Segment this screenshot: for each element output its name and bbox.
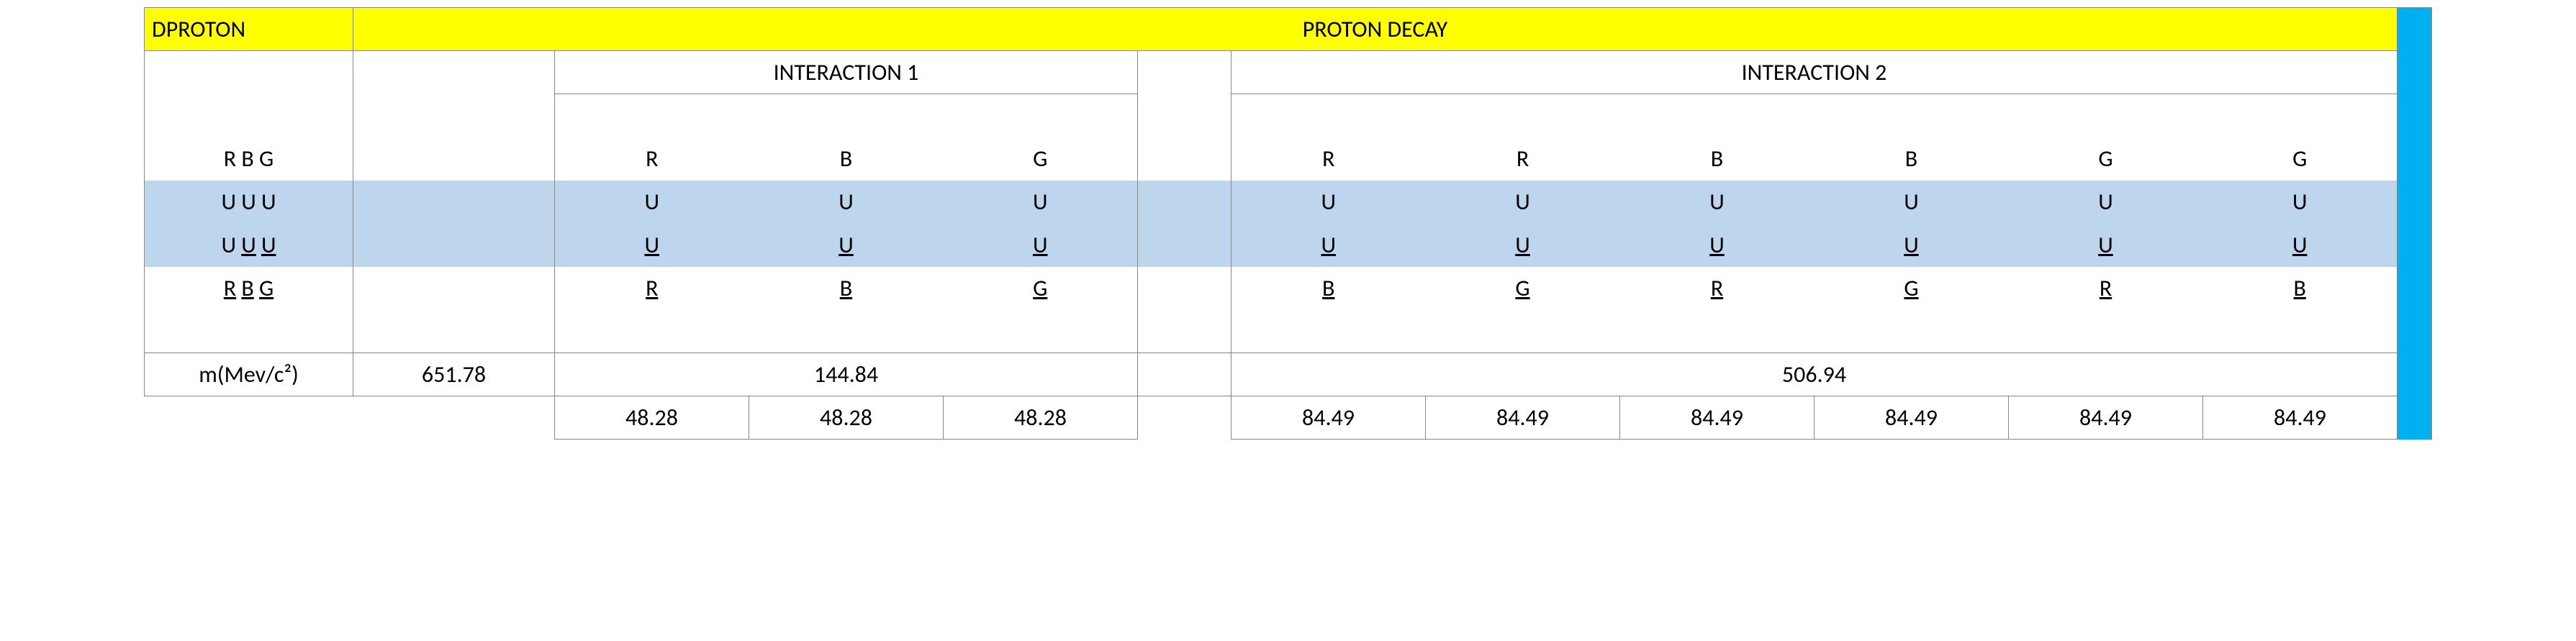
gap-cell bbox=[1138, 224, 1231, 267]
i1-r4-2: B bbox=[749, 267, 944, 310]
mass-i1-1: 48.28 bbox=[555, 396, 749, 440]
i1-c2: B bbox=[749, 137, 944, 181]
blank bbox=[944, 310, 1138, 353]
blank bbox=[353, 137, 555, 181]
mass-i2-5: 84.49 bbox=[2009, 396, 2203, 440]
gap-cell bbox=[1138, 181, 1231, 224]
mass-total: 651.78 bbox=[353, 353, 555, 396]
blank bbox=[353, 51, 555, 94]
blank bbox=[1426, 310, 1620, 353]
blank bbox=[2009, 94, 2203, 137]
blank bbox=[1815, 94, 2009, 137]
left-rbg-ul: R B G bbox=[145, 267, 353, 310]
i2-c6: G bbox=[2203, 137, 2398, 181]
blank bbox=[145, 310, 353, 353]
i2-r4-4: G bbox=[1815, 267, 2009, 310]
i2-r4-5: R bbox=[2009, 267, 2203, 310]
i2-r4-6: B bbox=[2203, 267, 2398, 310]
proton-decay-table: DPROTON PROTON DECAY INTERACTION 1 INTER… bbox=[144, 7, 2432, 440]
mass-i2-1: 84.49 bbox=[1231, 396, 1426, 440]
gap-cell bbox=[1138, 51, 1231, 94]
mass-i1-total: 144.84 bbox=[555, 353, 1138, 396]
mass-i1-3: 48.28 bbox=[944, 396, 1138, 440]
right-bar bbox=[2398, 8, 2432, 440]
blank bbox=[353, 310, 555, 353]
interaction2-header: INTERACTION 2 bbox=[1231, 51, 2398, 94]
blank bbox=[1231, 310, 1426, 353]
mass-i2-6: 84.49 bbox=[2203, 396, 2398, 440]
blank bbox=[353, 94, 555, 137]
i2-ul1: U bbox=[1231, 224, 1426, 267]
i2-ul5: U bbox=[2009, 224, 2203, 267]
i2-ul4: U bbox=[1815, 224, 2009, 267]
i2-r4-2: G bbox=[1426, 267, 1620, 310]
title-cell: PROTON DECAY bbox=[353, 8, 2398, 51]
interaction1-header: INTERACTION 1 bbox=[555, 51, 1138, 94]
gap-cell bbox=[1138, 353, 1231, 396]
gap-cell bbox=[1138, 137, 1231, 181]
blank bbox=[1620, 310, 1815, 353]
i2-u3: U bbox=[1620, 181, 1815, 224]
i1-c3: G bbox=[944, 137, 1138, 181]
i1-r4-3: G bbox=[944, 267, 1138, 310]
blank bbox=[555, 94, 749, 137]
mass-i2-3: 84.49 bbox=[1620, 396, 1815, 440]
i2-u4: U bbox=[1815, 181, 2009, 224]
gap-cell bbox=[1138, 94, 1231, 137]
mass-i2-total: 506.94 bbox=[1231, 353, 2398, 396]
i2-c5: G bbox=[2009, 137, 2203, 181]
mass-label: m(Mev/c²) bbox=[145, 353, 353, 396]
i2-c1: R bbox=[1231, 137, 1426, 181]
i2-u1: U bbox=[1231, 181, 1426, 224]
blank bbox=[1620, 94, 1815, 137]
gap-cell bbox=[1138, 310, 1231, 353]
blank bbox=[145, 396, 353, 440]
left-rbg: R B G bbox=[145, 137, 353, 181]
mass-i1-2: 48.28 bbox=[749, 396, 944, 440]
i2-r4-1: B bbox=[1231, 267, 1426, 310]
blank bbox=[2203, 310, 2398, 353]
blank bbox=[353, 267, 555, 310]
i1-u1: U bbox=[555, 181, 749, 224]
i1-c1: R bbox=[555, 137, 749, 181]
blank bbox=[145, 51, 353, 94]
mass-i2-4: 84.49 bbox=[1815, 396, 2009, 440]
mass-i2-2: 84.49 bbox=[1426, 396, 1620, 440]
i2-c2: R bbox=[1426, 137, 1620, 181]
blank bbox=[1231, 94, 1426, 137]
left-uuu: U U U bbox=[145, 181, 353, 224]
left-u-ul: U U U bbox=[145, 224, 353, 267]
blank bbox=[944, 94, 1138, 137]
blank bbox=[749, 94, 944, 137]
i2-ul3: U bbox=[1620, 224, 1815, 267]
gap-cell bbox=[1138, 396, 1231, 440]
i1-ul2: U bbox=[749, 224, 944, 267]
i2-u2: U bbox=[1426, 181, 1620, 224]
blank bbox=[1426, 94, 1620, 137]
blank bbox=[353, 181, 555, 224]
i2-ul2: U bbox=[1426, 224, 1620, 267]
i2-c3: B bbox=[1620, 137, 1815, 181]
i2-u5: U bbox=[2009, 181, 2203, 224]
blank bbox=[353, 224, 555, 267]
blank bbox=[1815, 310, 2009, 353]
i1-ul1: U bbox=[555, 224, 749, 267]
code-cell: DPROTON bbox=[145, 8, 353, 51]
i1-ul3: U bbox=[944, 224, 1138, 267]
i2-u6: U bbox=[2203, 181, 2398, 224]
blank bbox=[749, 310, 944, 353]
blank bbox=[2009, 310, 2203, 353]
gap-cell bbox=[1138, 267, 1231, 310]
blank bbox=[145, 94, 353, 137]
i2-ul6: U bbox=[2203, 224, 2398, 267]
i2-r4-3: R bbox=[1620, 267, 1815, 310]
blank bbox=[353, 396, 555, 440]
i1-r4-1: R bbox=[555, 267, 749, 310]
i1-u2: U bbox=[749, 181, 944, 224]
blank bbox=[2203, 94, 2398, 137]
blank bbox=[555, 310, 749, 353]
i1-u3: U bbox=[944, 181, 1138, 224]
i2-c4: B bbox=[1815, 137, 2009, 181]
